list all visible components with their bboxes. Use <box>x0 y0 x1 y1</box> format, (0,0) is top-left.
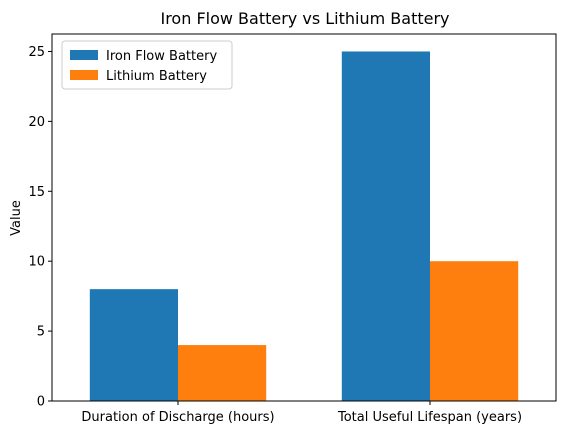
y-tick-label: 10 <box>28 255 45 270</box>
legend-label-iron-flow: Iron Flow Battery <box>106 49 217 64</box>
legend-swatch-lithium <box>70 70 98 80</box>
y-tick-label: 0 <box>37 395 45 410</box>
bar-iron-flow-1 <box>341 51 430 401</box>
y-tick-label: 15 <box>28 185 45 200</box>
legend-frame <box>61 40 233 90</box>
bar-iron-flow-0 <box>89 289 178 401</box>
y-tick-label: 25 <box>28 45 45 60</box>
y-axis-label: Value <box>9 200 24 236</box>
legend-swatch-iron-flow <box>70 50 98 60</box>
legend-label-lithium: Lithium Battery <box>106 69 207 84</box>
axes-frame <box>51 33 557 402</box>
bar-lithium-1 <box>430 261 519 401</box>
plot-area: 0 5 10 15 20 25 Duration of Discharge (hours) T… <box>28 33 557 425</box>
y-tick-label: 20 <box>28 115 45 130</box>
x-tick-label: Duration of Discharge (hours) <box>81 410 274 425</box>
y-tick-label: 5 <box>37 325 45 340</box>
chart-title: Iron Flow Battery vs Lithium Battery <box>160 9 449 28</box>
legend: Iron Flow Battery Lithium Battery <box>61 40 233 90</box>
bar-lithium-0 <box>178 345 267 401</box>
x-tick-label: Total Useful Lifespan (years) <box>337 410 522 425</box>
